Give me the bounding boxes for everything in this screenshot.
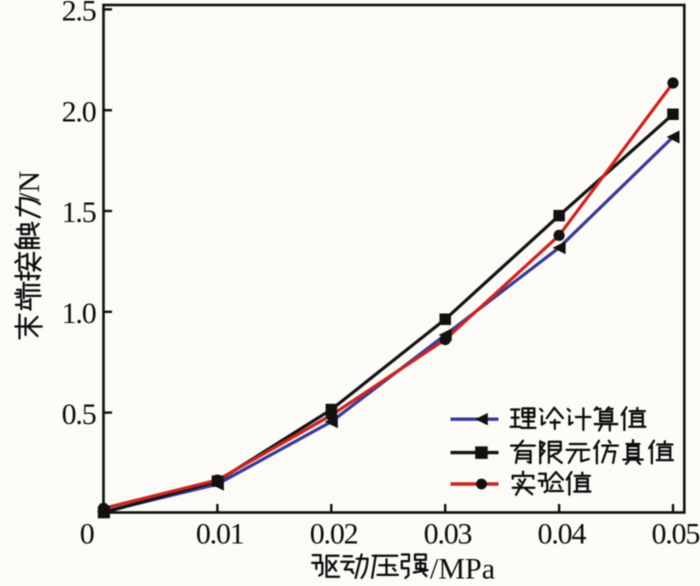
svg-text:2.0: 2.0: [62, 95, 96, 128]
svg-text:/MPa: /MPa: [430, 553, 495, 586]
svg-text:0: 0: [80, 518, 94, 551]
svg-text:0.02: 0.02: [310, 518, 358, 551]
svg-text:0.03: 0.03: [424, 518, 472, 551]
svg-text:1.0: 1.0: [62, 297, 96, 330]
svg-text:2.5: 2.5: [62, 0, 96, 28]
svg-text:0.01: 0.01: [196, 518, 244, 551]
svg-text:/N: /N: [13, 171, 46, 201]
svg-text:1.5: 1.5: [62, 196, 96, 229]
svg-text:0.5: 0.5: [62, 398, 96, 431]
svg-text:0.04: 0.04: [538, 518, 587, 551]
svg-text:0.05: 0.05: [651, 518, 699, 551]
